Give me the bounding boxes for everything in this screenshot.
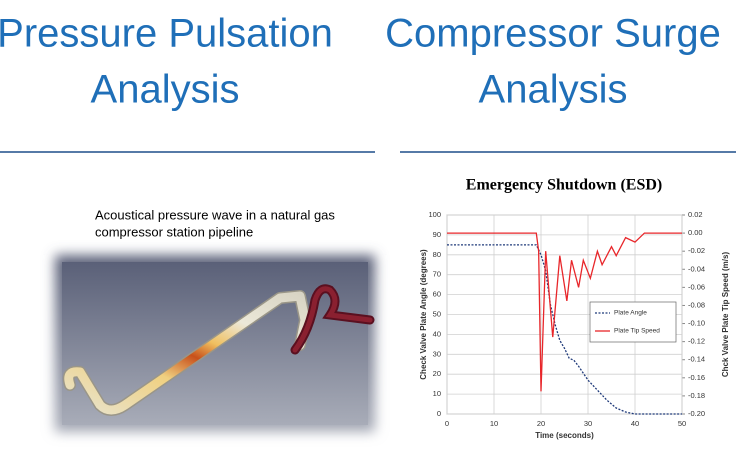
y2-tick-label: -0.20 <box>688 409 705 418</box>
y2-tick-label: 0.02 <box>688 210 703 219</box>
y-tick-label: 80 <box>433 250 441 259</box>
y-tick-label: 20 <box>433 369 441 378</box>
x-axis-title: Time (seconds) <box>535 431 594 440</box>
caption: Acoustical pressure wave in a natural ga… <box>95 207 335 222</box>
y-tick-label: 100 <box>428 210 441 219</box>
heading: Analysis <box>91 68 240 112</box>
y2-tick-label: -0.12 <box>688 337 705 346</box>
chart-title: Emergency Shutdown (ESD) <box>466 177 662 194</box>
heading: Pressure Pulsation <box>0 12 333 56</box>
y-tick-label: 60 <box>433 290 441 299</box>
y-tick-label: 0 <box>437 409 441 418</box>
series-line <box>447 244 682 415</box>
y-tick-label: 10 <box>433 389 441 398</box>
x-tick-label: 10 <box>490 419 498 428</box>
y2-axis-title: Chck Valve Plate Tip Speed (m/s) <box>721 252 730 378</box>
y-axis-title: Check Valve Plate Angle (degrees) <box>419 249 428 380</box>
pipeline-image <box>55 255 375 432</box>
y-tick-label: 40 <box>433 329 441 338</box>
x-tick-label: 20 <box>537 419 545 428</box>
x-tick-label: 30 <box>584 419 592 428</box>
series-line <box>447 232 682 392</box>
caption: compressor station pipeline <box>95 224 253 239</box>
y2-tick-label: -0.08 <box>688 300 705 309</box>
y-tick-label: 50 <box>433 309 441 318</box>
heading: Compressor Surge <box>385 12 721 56</box>
y2-tick-label: -0.16 <box>688 373 705 382</box>
heading: Analysis <box>479 68 628 112</box>
y2-tick-label: -0.06 <box>688 282 705 291</box>
y2-tick-label: -0.02 <box>688 246 705 255</box>
y2-tick-label: -0.14 <box>688 355 705 364</box>
y-tick-label: 70 <box>433 270 441 279</box>
x-tick-label: 40 <box>631 419 639 428</box>
legend-label: Plate Tip Speed <box>614 328 660 335</box>
y2-tick-label: 0.00 <box>688 228 703 237</box>
legend-box <box>589 301 677 343</box>
x-tick-label: 50 <box>678 419 686 428</box>
y-tick-label: 90 <box>433 230 441 239</box>
y2-tick-label: -0.18 <box>688 391 705 400</box>
x-tick-label: 0 <box>445 419 449 428</box>
legend-label: Plate Angle <box>614 310 647 317</box>
y2-tick-label: -0.10 <box>688 319 705 328</box>
y2-tick-label: -0.04 <box>688 264 705 273</box>
y-tick-label: 30 <box>433 349 441 358</box>
